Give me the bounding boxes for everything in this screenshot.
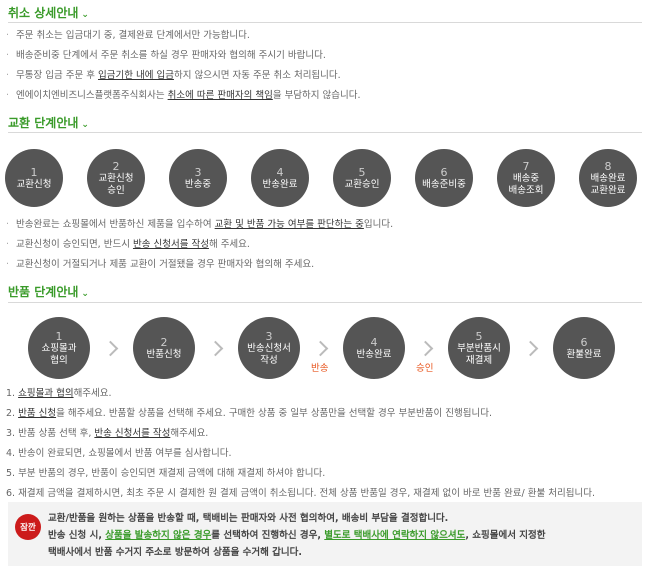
divider	[8, 22, 642, 23]
exchange-step: 8 배송완료 교환완료	[579, 149, 637, 207]
notice-box: 잠깐 교환/반품을 원하는 상품을 반송할 때, 택배비는 판매자와 사전 협의…	[8, 502, 642, 566]
cancel-heading: 취소 상세안내 ⌄	[8, 6, 89, 20]
list-item: · 교환신청이 거절되거나 제품 교환이 거절됐을 경우 판매자와 협의해 주세요…	[6, 259, 315, 270]
return-step: 5 부분반품시 재결제	[448, 317, 510, 379]
list-item: · 교환신청이 승인되면, 반드시 반송 신청서를 작성해 주세요.	[6, 239, 250, 250]
list-item: · 무통장 입금 주문 후 입금기한 내에 입금하지 않으시면 자동 주문 취소 …	[6, 70, 341, 81]
notice-text: 교환/반품을 원하는 상품을 반송할 때, 택배비는 판매자와 사전 협의하여,…	[48, 513, 546, 558]
divider	[8, 302, 642, 303]
return-step: 2 반품신청	[133, 317, 195, 379]
chevron-right-icon	[312, 340, 329, 357]
list-item: 4. 반송이 완료되면, 쇼핑몰에서 반품 여부를 심사합니다.	[6, 448, 232, 459]
exchange-step: 1 교환신청	[5, 149, 63, 207]
return-step: 3 반송신청서 작성	[238, 317, 300, 379]
chevron-right-icon	[102, 340, 119, 357]
exchange-step: 5 교환승인	[333, 149, 391, 207]
list-item: 1. 쇼핑몰과 협의해주세요.	[6, 388, 112, 399]
chevron-down-icon: ⌄	[81, 289, 89, 299]
list-item: · 반송완료는 쇼핑몰에서 반품하신 제품을 입수하여 교환 및 반품 가능 여부…	[6, 219, 394, 230]
arrow-label: 반송	[311, 363, 329, 374]
exchange-step: 6 배송준비중	[415, 149, 473, 207]
chevron-right-icon	[522, 340, 539, 357]
notice-badge: 잠깐	[15, 514, 41, 540]
return-heading: 반품 단계안내 ⌄	[8, 285, 89, 299]
chevron-right-icon	[207, 340, 224, 357]
exchange-step: 7 배송중 배송조회	[497, 149, 555, 207]
return-step: 4 반송완료	[343, 317, 405, 379]
arrow-label: 승인	[416, 363, 434, 374]
list-item: · 주문 취소는 입금대기 중, 결제완료 단계에서만 가능합니다.	[6, 30, 250, 41]
exchange-heading: 교환 단계안내 ⌄	[8, 116, 89, 130]
return-step: 6 환불완료	[553, 317, 615, 379]
return-step: 1 쇼핑몰과 협의	[28, 317, 90, 379]
list-item: · 배송준비중 단계에서 주문 취소를 하실 경우 판매자와 협의해 주시기 바랍…	[6, 50, 326, 61]
return-list: 1. 쇼핑몰과 협의해주세요. 2. 반품 신청을 해주세요. 반품할 상품을 …	[6, 384, 595, 504]
list-item: 6. 재결제 금액을 결제하시면, 최초 주문 시 결제한 원 결제 금액이 취…	[6, 488, 595, 499]
list-item: 2. 반품 신청을 해주세요. 반품할 상품을 선택해 주세요. 구매한 상품 …	[6, 408, 492, 419]
chevron-down-icon: ⌄	[81, 10, 89, 20]
list-item: 5. 부분 반품의 경우, 반품이 승인되면 재결제 금액에 대해 재결제 하셔…	[6, 468, 326, 479]
list-item: · 엔에이치엔비즈니스플랫폼주식회사는 취소에 따른 판매자의 책임을 부담하지 …	[6, 90, 361, 101]
chevron-right-icon	[417, 340, 434, 357]
exchange-step: 2 교환신청 승인	[87, 149, 145, 207]
exchange-step: 4 반송완료	[251, 149, 309, 207]
exchange-list: · 반송완료는 쇼핑몰에서 반품하신 제품을 입수하여 교환 및 반품 가능 여부…	[6, 215, 393, 275]
divider	[8, 132, 642, 133]
exchange-step: 3 반송중	[169, 149, 227, 207]
cancel-list: · 주문 취소는 입금대기 중, 결제완료 단계에서만 가능합니다. · 배송준비중…	[6, 26, 361, 106]
chevron-down-icon: ⌄	[81, 120, 89, 130]
list-item: 3. 반품 상품 선택 후, 반송 신청서를 작성해주세요.	[6, 428, 209, 439]
